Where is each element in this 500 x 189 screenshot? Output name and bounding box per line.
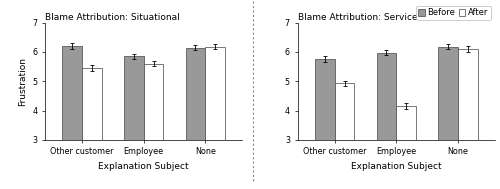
Bar (206, 47, 225, 189)
Bar (186, 48, 206, 189)
Bar (124, 56, 144, 189)
Bar (315, 59, 334, 189)
Text: Blame Attribution: Situational: Blame Attribution: Situational (45, 13, 180, 22)
Bar (82, 68, 102, 189)
Bar (458, 49, 477, 189)
Bar (144, 64, 164, 189)
X-axis label: Explanation Subject: Explanation Subject (98, 162, 189, 171)
Bar (334, 83, 354, 189)
Bar (438, 47, 458, 189)
Y-axis label: Frustration: Frustration (18, 57, 26, 106)
Bar (62, 46, 82, 189)
X-axis label: Explanation Subject: Explanation Subject (351, 162, 442, 171)
Bar (376, 53, 396, 189)
Bar (396, 106, 416, 189)
Text: Blame Attribution: Service Provider: Blame Attribution: Service Provider (298, 13, 458, 22)
Legend: Before, After: Before, After (416, 6, 491, 20)
